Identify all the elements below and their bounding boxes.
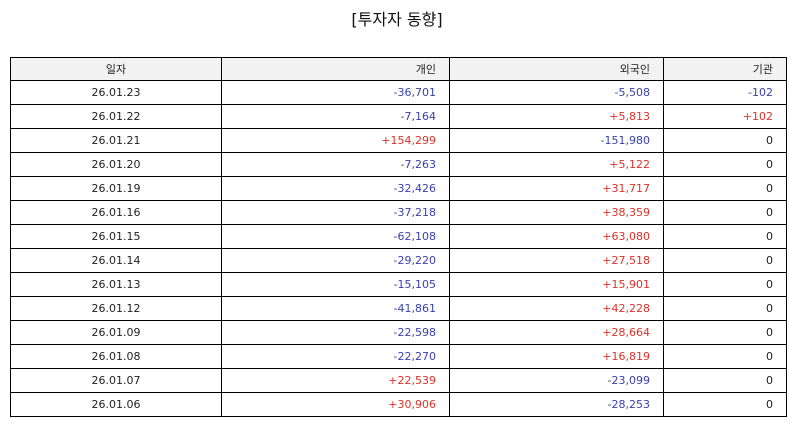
table-row: 26.01.16 -37,218 +38,359 0	[10, 200, 787, 225]
foreign-cell: +63,080	[449, 224, 664, 249]
table-body: 26.01.23 -36,701 -5,508 -102 26.01.22 -7,164 +…	[10, 80, 787, 417]
foreign-cell: +42,228	[449, 296, 664, 321]
individual-cell: -32,426	[221, 176, 450, 201]
institution-cell: 0	[663, 224, 787, 249]
table-row: 26.01.08 -22,270 +16,819 0	[10, 344, 787, 369]
table-row: 26.01.06 +30,906 -28,253 0	[10, 392, 787, 417]
institution-cell: +102	[663, 104, 787, 129]
table-row: 26.01.21 +154,299 -151,980 0	[10, 128, 787, 153]
institution-cell: -102	[663, 80, 787, 105]
table-row: 26.01.19 -32,426 +31,717 0	[10, 176, 787, 201]
table-row: 26.01.09 -22,598 +28,664 0	[10, 320, 787, 345]
date-cell: 26.01.07	[10, 368, 222, 393]
individual-cell: -22,270	[221, 344, 450, 369]
individual-cell: -15,105	[221, 272, 450, 297]
institution-cell: 0	[663, 128, 787, 153]
date-cell: 26.01.06	[10, 392, 222, 417]
individual-cell: -36,701	[221, 80, 450, 105]
foreign-cell: +5,813	[449, 104, 664, 129]
date-cell: 26.01.08	[10, 344, 222, 369]
date-cell: 26.01.21	[10, 128, 222, 153]
table-row: 26.01.07 +22,539 -23,099 0	[10, 368, 787, 393]
foreign-cell: +38,359	[449, 200, 664, 225]
individual-cell: -29,220	[221, 248, 450, 273]
date-cell: 26.01.16	[10, 200, 222, 225]
foreign-cell: -28,253	[449, 392, 664, 417]
date-cell: 26.01.13	[10, 272, 222, 297]
foreign-cell: -5,508	[449, 80, 664, 105]
header-foreign: 외국인	[449, 57, 664, 81]
table-row: 26.01.13 -15,105 +15,901 0	[10, 272, 787, 297]
institution-cell: 0	[663, 248, 787, 273]
individual-cell: +30,906	[221, 392, 450, 417]
header-date: 일자	[10, 57, 222, 81]
foreign-cell: +5,122	[449, 152, 664, 177]
date-cell: 26.01.22	[10, 104, 222, 129]
individual-cell: +154,299	[221, 128, 450, 153]
date-cell: 26.01.15	[10, 224, 222, 249]
foreign-cell: +31,717	[449, 176, 664, 201]
institution-cell: 0	[663, 200, 787, 225]
table-row: 26.01.14 -29,220 +27,518 0	[10, 248, 787, 273]
foreign-cell: -23,099	[449, 368, 664, 393]
date-cell: 26.01.12	[10, 296, 222, 321]
individual-cell: -7,164	[221, 104, 450, 129]
foreign-cell: +27,518	[449, 248, 664, 273]
institution-cell: 0	[663, 272, 787, 297]
date-cell: 26.01.23	[10, 80, 222, 105]
institution-cell: 0	[663, 392, 787, 417]
individual-cell: -62,108	[221, 224, 450, 249]
table-row: 26.01.22 -7,164 +5,813 +102	[10, 104, 787, 129]
institution-cell: 0	[663, 152, 787, 177]
page-title: [투자자 동향]	[351, 10, 443, 29]
institution-cell: 0	[663, 296, 787, 321]
header-individual: 개인	[221, 57, 450, 81]
foreign-cell: +16,819	[449, 344, 664, 369]
date-cell: 26.01.19	[10, 176, 222, 201]
individual-cell: -7,263	[221, 152, 450, 177]
table-row: 26.01.12 -41,861 +42,228 0	[10, 296, 787, 321]
individual-cell: -22,598	[221, 320, 450, 345]
date-cell: 26.01.14	[10, 248, 222, 273]
institution-cell: 0	[663, 368, 787, 393]
table-row: 26.01.20 -7,263 +5,122 0	[10, 152, 787, 177]
date-cell: 26.01.20	[10, 152, 222, 177]
table-header-row: 일자 개인 외국인 기관	[10, 57, 787, 81]
individual-cell: -37,218	[221, 200, 450, 225]
institution-cell: 0	[663, 176, 787, 201]
foreign-cell: -151,980	[449, 128, 664, 153]
individual-cell: -41,861	[221, 296, 450, 321]
table-row: 26.01.23 -36,701 -5,508 -102	[10, 80, 787, 105]
foreign-cell: +15,901	[449, 272, 664, 297]
foreign-cell: +28,664	[449, 320, 664, 345]
institution-cell: 0	[663, 344, 787, 369]
table-row: 26.01.15 -62,108 +63,080 0	[10, 224, 787, 249]
header-institution: 기관	[663, 57, 787, 81]
investor-trend-table: 일자 개인 외국인 기관 26.01.23 -36,701 -5,508 -102 26…	[10, 57, 787, 417]
institution-cell: 0	[663, 320, 787, 345]
individual-cell: +22,539	[221, 368, 450, 393]
date-cell: 26.01.09	[10, 320, 222, 345]
